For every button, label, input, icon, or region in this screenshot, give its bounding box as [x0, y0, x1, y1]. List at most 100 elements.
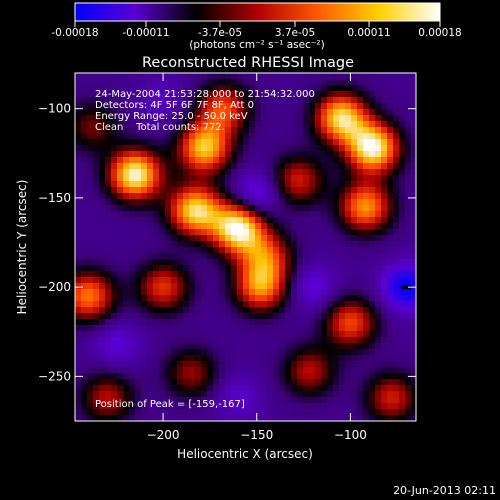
heatmap-cell [231, 103, 238, 110]
heatmap-cell [117, 277, 124, 284]
heatmap-cell [387, 337, 394, 344]
heatmap-cell [279, 367, 286, 374]
heatmap-cell [195, 217, 202, 224]
heatmap-cell [351, 193, 358, 200]
heatmap-cell [309, 163, 316, 170]
heatmap-cell [153, 373, 160, 380]
heatmap-cell [231, 283, 238, 290]
heatmap-cell [339, 355, 346, 362]
heatmap-cell [111, 103, 118, 110]
heatmap-cell [411, 175, 416, 182]
heatmap-cell [111, 109, 118, 116]
heatmap-cell [381, 139, 388, 146]
heatmap-cell [207, 349, 214, 356]
heatmap-cell [249, 361, 256, 368]
heatmap-cell [345, 319, 352, 326]
heatmap-cell [393, 205, 400, 212]
heatmap-cell [369, 379, 376, 386]
heatmap-cell [171, 151, 178, 158]
heatmap-cell [189, 199, 196, 206]
heatmap-cell [339, 253, 346, 260]
heatmap-cell [213, 301, 220, 308]
heatmap-cell [117, 79, 124, 86]
heatmap-cell [333, 181, 340, 188]
heatmap-cell [189, 397, 196, 404]
heatmap-cell [411, 73, 416, 80]
heatmap-cell [165, 109, 172, 116]
heatmap-cell [195, 409, 202, 416]
heatmap-cell [267, 187, 274, 194]
heatmap-cell [189, 301, 196, 308]
heatmap-cell [231, 265, 238, 272]
heatmap-cell [351, 319, 358, 326]
heatmap-cell [297, 295, 304, 302]
heatmap-cell [411, 301, 416, 308]
heatmap-cell [411, 199, 416, 206]
heatmap-cell [279, 373, 286, 380]
heatmap-cell [327, 385, 334, 392]
heatmap-cell [147, 289, 154, 296]
heatmap-cell [411, 391, 416, 398]
heatmap-cell [333, 151, 340, 158]
heatmap-cell [153, 79, 160, 86]
heatmap-cell [369, 211, 376, 218]
heatmap-cell [225, 193, 232, 200]
heatmap-cell [153, 295, 160, 302]
heatmap-cell [387, 319, 394, 326]
heatmap-cell [339, 295, 346, 302]
heatmap-cell [291, 397, 298, 404]
heatmap-cell [117, 355, 124, 362]
heatmap-cell [105, 415, 112, 421]
heatmap-cell [357, 355, 364, 362]
heatmap-cell [87, 133, 94, 140]
heatmap-cell [267, 295, 274, 302]
heatmap-cell [297, 409, 304, 416]
heatmap-cell [321, 259, 328, 266]
heatmap-cell [141, 331, 148, 338]
heatmap-cell [249, 85, 256, 92]
heatmap-cell [75, 313, 82, 320]
heatmap-cell [207, 289, 214, 296]
heatmap-cell [273, 271, 280, 278]
heatmap-cell [81, 355, 88, 362]
heatmap-cell [345, 337, 352, 344]
heatmap-cell [357, 157, 364, 164]
heatmap-cell [105, 313, 112, 320]
heatmap-cell [321, 271, 328, 278]
heatmap-cell [387, 223, 394, 230]
heatmap-cell [189, 241, 196, 248]
heatmap-cell [129, 217, 136, 224]
heatmap-cell [291, 355, 298, 362]
heatmap-cell [315, 241, 322, 248]
heatmap-cell [189, 265, 196, 272]
heatmap-cell [363, 319, 370, 326]
x-axis-label: Heliocentric X (arcsec) [177, 447, 313, 461]
heatmap-cell [147, 385, 154, 392]
heatmap-cell [411, 103, 416, 110]
heatmap-cell [285, 259, 292, 266]
heatmap-cell [225, 169, 232, 176]
heatmap-cell [219, 397, 226, 404]
heatmap-cell [249, 151, 256, 158]
heatmap-cell [291, 235, 298, 242]
heatmap-cell [339, 331, 346, 338]
heatmap-cell [147, 199, 154, 206]
heatmap-cell [351, 139, 358, 146]
heatmap-cell [141, 79, 148, 86]
heatmap-cell [177, 361, 184, 368]
heatmap-cell [201, 343, 208, 350]
heatmap-cell [369, 121, 376, 128]
heatmap-cell [135, 163, 142, 170]
heatmap-cell [309, 187, 316, 194]
x-tick-label: −100 [334, 428, 367, 442]
heatmap-cell [255, 271, 262, 278]
heatmap-cell [255, 391, 262, 398]
heatmap-cell [339, 289, 346, 296]
heatmap-cell [147, 163, 154, 170]
heatmap-cell [327, 379, 334, 386]
heatmap-cell [165, 187, 172, 194]
heatmap-cell [165, 403, 172, 410]
heatmap-cell [237, 325, 244, 332]
heatmap-cell [153, 109, 160, 116]
heatmap-cell [147, 253, 154, 260]
